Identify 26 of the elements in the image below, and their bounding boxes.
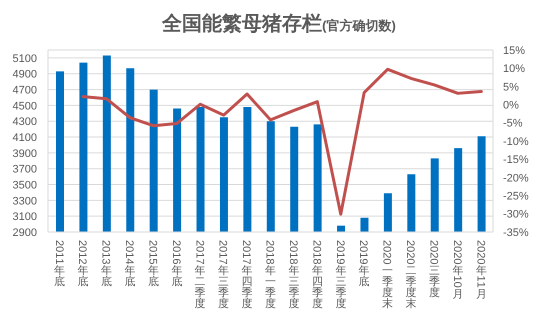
y-tick-label: 5100 — [12, 52, 37, 65]
chart-title: 全国能繁母猪存栏 — [162, 13, 322, 35]
y2-tick-label: 5% — [503, 81, 520, 94]
y-tick-label: 2900 — [12, 226, 37, 239]
y-tick-label: 3700 — [12, 164, 37, 176]
y-tick-label: 4100 — [12, 132, 37, 144]
y-tick-label: 4300 — [12, 116, 37, 128]
y2-tick-label: -20% — [503, 172, 529, 184]
y2-tick-label: 15% — [503, 44, 526, 57]
y-tick-label: 4700 — [12, 84, 37, 96]
y-tick-label: 3300 — [12, 195, 37, 208]
y-tick-label: 4500 — [12, 100, 37, 112]
y2-tick-label: -35% — [503, 226, 529, 239]
y2-tick-label: -30% — [503, 208, 529, 221]
y2-tick-label: 0% — [503, 100, 520, 112]
y-tick-label: 4900 — [12, 68, 37, 81]
y2-tick-label: -15% — [503, 154, 529, 166]
y2-tick-label: -5% — [503, 118, 523, 130]
y-tick-label: 3900 — [12, 148, 37, 160]
chart-subtitle: (官方确切数) — [322, 18, 396, 33]
y2-tick-label: -25% — [503, 190, 529, 203]
y-tick-label: 3500 — [12, 179, 37, 192]
y2-tick-label: -10% — [503, 136, 529, 148]
y-tick-label: 3100 — [12, 211, 37, 224]
line-series — [82, 68, 483, 216]
y2-tick-label: 10% — [503, 63, 526, 76]
